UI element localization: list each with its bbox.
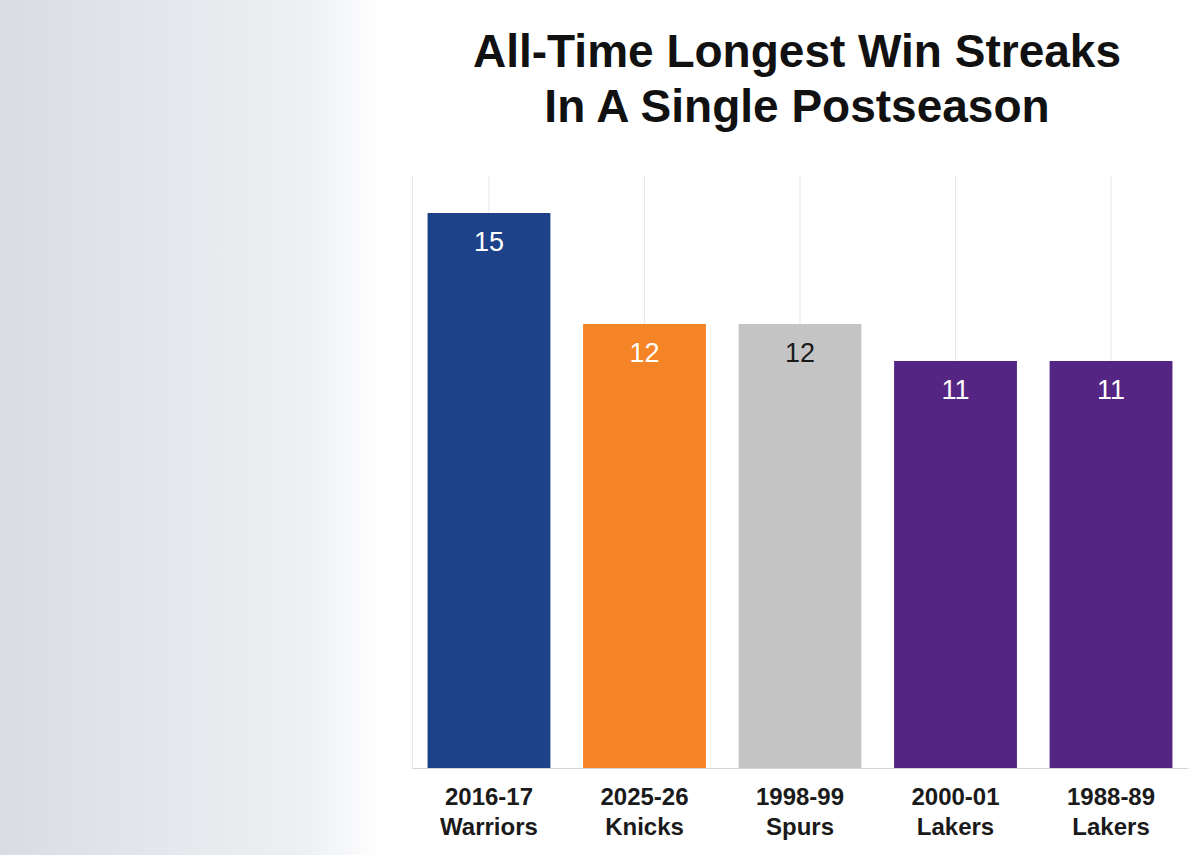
bar (1050, 361, 1173, 768)
x-tick-label: 1998-99Spurs (756, 783, 844, 840)
chart: 2016-17Warriors 2025-26Knicks 1998-99Spurs… (0, 0, 1200, 855)
data-label: 11 (1097, 375, 1125, 405)
x-tick-label: 1988-89Lakers (1067, 783, 1155, 840)
photo-panel (0, 0, 385, 855)
x-axis: 2016-17Warriors 2025-26Knicks 1998-99Spurs… (413, 768, 1189, 840)
x-tick: 2016-17Warriors (440, 768, 538, 840)
y-axis-line (412, 177, 413, 769)
data-labels: 15 12 12 11 11 (474, 227, 1125, 405)
bar (428, 213, 551, 768)
bar (583, 324, 706, 768)
x-tick: 1988-89Lakers (1067, 768, 1155, 840)
x-tick-label: 2025-26Knicks (600, 783, 688, 840)
x-tick: 1998-99Spurs (756, 768, 844, 840)
title: All-Time Longest Win StreaksIn A Single … (473, 25, 1121, 132)
bars (428, 213, 1173, 768)
x-tick: 2025-26Knicks (600, 768, 688, 840)
bar (894, 361, 1017, 768)
data-label: 12 (785, 338, 815, 368)
y-axis (412, 177, 413, 769)
x-tick-label: 2016-17Warriors (440, 783, 538, 840)
bar (739, 324, 862, 768)
data-label: 12 (629, 338, 659, 368)
x-axis-line (413, 768, 1189, 769)
data-label: 15 (474, 227, 504, 257)
grid (489, 176, 1111, 768)
x-tick-label: 2000-01Lakers (911, 783, 999, 840)
x-tick: 2000-01Lakers (911, 768, 999, 840)
data-label: 11 (941, 375, 969, 405)
